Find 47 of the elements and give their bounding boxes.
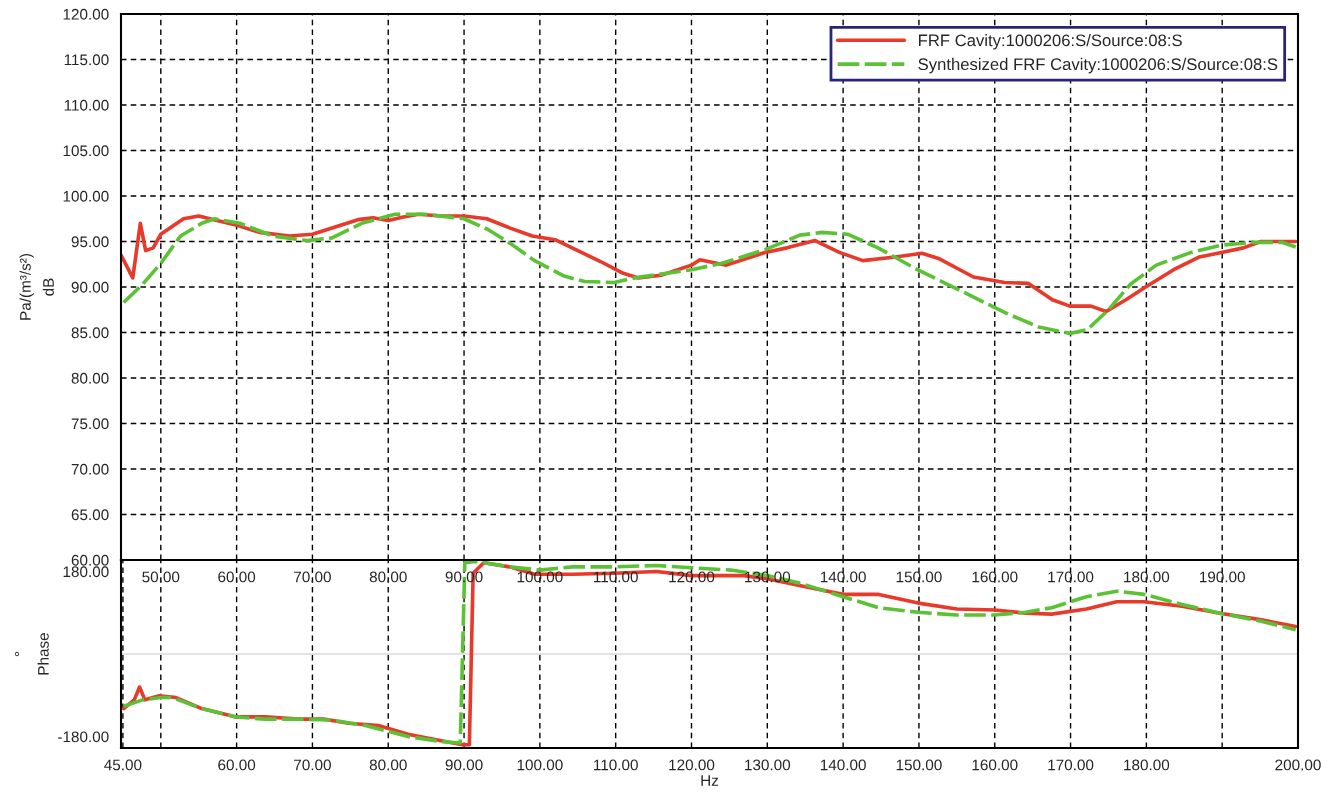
text: ° Phase xyxy=(14,633,49,675)
x-tick-label: 70.00 xyxy=(294,759,331,771)
x-tick-label: 140.00 xyxy=(820,759,866,771)
x-tick-label: 120.00 xyxy=(669,571,715,583)
x-tick-label: 160.00 xyxy=(972,759,1018,771)
x-tick-label: 170.00 xyxy=(1048,759,1094,771)
legend-label: Synthesized FRF Cavity:1000206:S/Source:08:S xyxy=(918,57,1278,74)
y-tick-label: 115.00 xyxy=(64,54,109,66)
x-tick-label: 60.00 xyxy=(218,571,256,583)
y-tick-label: 100.00 xyxy=(63,190,109,202)
x-tick-label: 170.00 xyxy=(1048,571,1094,583)
x-tick-label: 110.00 xyxy=(594,759,638,771)
y-axis-title: Pa/(m³/s²) dB xyxy=(19,254,54,320)
x-tick-label: 50.00 xyxy=(142,571,180,583)
x-tick-label: 60.00 xyxy=(218,759,256,771)
x-tick-label: 70.00 xyxy=(294,571,331,583)
x-tick-label: 180.00 xyxy=(1124,571,1170,583)
y-tick-label: 75.00 xyxy=(71,418,109,430)
x-tick-label: 100.00 xyxy=(517,759,563,771)
x-tick-label: 120.00 xyxy=(669,759,715,771)
y-tick-label: 60.00 xyxy=(71,554,109,566)
x-tick-label: 80.00 xyxy=(369,759,407,771)
y-tick-label: 120.00 xyxy=(63,8,109,20)
x-tick-label: 90.00 xyxy=(445,759,483,771)
y-tick-label: 65.00 xyxy=(71,509,109,521)
x-tick-label: 140.00 xyxy=(820,571,866,583)
x-tick-label: 45.00 xyxy=(104,759,142,771)
y-tick-label: 110.00 xyxy=(64,99,109,111)
y-tick-label: 70.00 xyxy=(71,463,109,475)
x-axis-title: Hz xyxy=(701,775,719,786)
y-tick-label: 80.00 xyxy=(71,372,109,384)
y-tick-label: 95.00 xyxy=(71,236,109,248)
x-tick-label: 160.00 xyxy=(972,571,1018,583)
y-tick-label: -180.00 xyxy=(58,731,109,743)
x-tick-label: 180.00 xyxy=(1124,759,1170,771)
x-tick-label: 190.00 xyxy=(1199,571,1245,583)
x-tick-label: 150.00 xyxy=(896,759,942,771)
y-tick-label: 105.00 xyxy=(63,145,109,157)
x-tick-label: 200.00 xyxy=(1275,759,1321,771)
x-tick-label: 130.00 xyxy=(745,759,791,771)
y-tick-label: 85.00 xyxy=(71,327,109,339)
x-tick-label: 80.00 xyxy=(369,571,407,583)
legend-label: FRF Cavity:1000206:S/Source:08:S xyxy=(919,34,1182,50)
y-tick-label: 90.00 xyxy=(71,281,109,293)
x-tick-label: 150.00 xyxy=(896,571,942,583)
x-tick-label: 130.00 xyxy=(745,571,791,583)
line-series xyxy=(121,212,1298,336)
